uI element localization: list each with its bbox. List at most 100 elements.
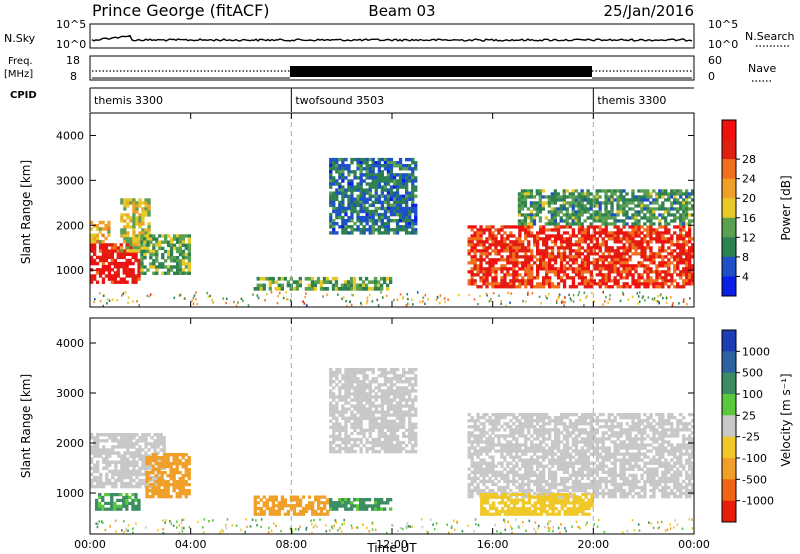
heatmap-cell	[271, 280, 275, 284]
heatmap-speckle	[212, 301, 214, 304]
heatmap-cell	[470, 455, 474, 459]
heatmap-cell	[152, 271, 156, 275]
heatmap-cell	[482, 482, 486, 487]
heatmap-cell	[359, 203, 363, 208]
heatmap-cell	[509, 258, 513, 262]
heatmap-cell	[595, 243, 599, 247]
heatmap-cell	[126, 469, 130, 474]
heatmap-cell	[500, 255, 504, 259]
heatmap-cell	[402, 200, 406, 205]
heatmap-cell	[530, 458, 534, 462]
heatmap-cell	[398, 215, 403, 220]
heatmap-cell	[350, 231, 354, 235]
heatmap-cell	[98, 227, 102, 231]
heatmap-cell	[167, 256, 171, 260]
heatmap-cell	[682, 240, 686, 244]
heatmap-cell	[649, 216, 653, 220]
heatmap-cell	[550, 210, 554, 214]
heatmap-cell	[389, 498, 393, 502]
heatmap-cell	[341, 225, 345, 229]
heatmap-cell	[335, 368, 339, 372]
heatmap-cell	[128, 268, 132, 272]
heatmap-cell	[389, 188, 394, 192]
heatmap-cell	[175, 492, 179, 496]
heatmap-cell	[307, 283, 311, 288]
heatmap-cell	[673, 264, 677, 268]
heatmap-cell	[634, 216, 638, 220]
heatmap-cell	[512, 246, 516, 250]
heatmap-speckle	[655, 300, 658, 303]
heatmap-cell	[268, 280, 272, 284]
heatmap-cell	[530, 416, 534, 420]
heatmap-cell	[123, 469, 127, 474]
heatmap-cell	[571, 198, 575, 202]
heatmap-cell	[658, 276, 662, 280]
heatmap-cell	[111, 433, 115, 437]
heatmap-cell	[96, 469, 100, 474]
heatmap-cell	[117, 445, 121, 449]
heatmap-cell	[392, 392, 397, 396]
heatmap-cell	[598, 264, 602, 268]
heatmap-cell	[172, 477, 176, 481]
heatmap-cell	[604, 258, 608, 262]
heatmap-cell	[556, 446, 561, 450]
heatmap-cell	[601, 189, 605, 193]
heatmap-cell	[108, 469, 112, 474]
heatmap-cell	[548, 234, 552, 238]
heatmap-cell	[105, 463, 109, 467]
heatmap-cell	[565, 243, 570, 247]
heatmap-cell	[145, 477, 149, 481]
heatmap-cell	[488, 243, 492, 247]
heatmap-cell	[126, 457, 130, 461]
heatmap-cell	[634, 252, 638, 256]
heatmap-cell	[676, 225, 680, 229]
heatmap-cell	[408, 212, 412, 217]
heatmap-cell	[526, 189, 531, 193]
heatmap-cell	[286, 280, 290, 284]
heatmap-speckle	[436, 295, 439, 299]
heatmap-cell	[350, 431, 354, 436]
heatmap-cell	[380, 176, 384, 180]
heatmap-cell	[568, 234, 573, 238]
heatmap-cell	[595, 252, 599, 256]
heatmap-cell	[368, 231, 372, 235]
heatmap-cell	[105, 472, 109, 477]
heatmap-speckle	[365, 302, 368, 305]
heatmap-cell	[347, 401, 351, 405]
heatmap-cell	[144, 466, 148, 470]
heatmap-cell	[163, 492, 167, 496]
heatmap-cell	[607, 255, 611, 259]
heatmap-cell	[679, 252, 683, 256]
heatmap-cell	[688, 237, 692, 241]
heatmap-cell	[123, 207, 127, 211]
heatmap-cell	[135, 439, 139, 443]
heatmap-cell	[95, 255, 100, 260]
heatmap-cell	[352, 287, 357, 291]
heatmap-cell	[494, 237, 498, 241]
heatmap-cell	[377, 215, 381, 220]
heatmap-cell	[126, 198, 130, 202]
heatmap-cell	[604, 246, 608, 250]
heatmap-cell	[512, 416, 516, 420]
heatmap-cell	[586, 192, 590, 196]
heatmap-cell	[389, 434, 394, 439]
heatmap-cell	[583, 276, 587, 280]
heatmap-speckle	[102, 294, 105, 297]
heatmap-cell	[386, 389, 391, 393]
heatmap-cell	[344, 164, 348, 168]
heatmap-cell	[509, 440, 513, 444]
heatmap-cell	[392, 368, 397, 372]
heatmap-cell	[151, 492, 155, 496]
heatmap-cell	[545, 237, 549, 241]
heatmap-cell	[476, 443, 480, 447]
heatmap-cell	[497, 249, 501, 253]
heatmap-speckle	[341, 297, 343, 300]
heatmap-cell	[550, 258, 555, 262]
heatmap-cell	[414, 167, 418, 171]
heatmap-cell	[389, 185, 394, 189]
heatmap-cell	[389, 437, 394, 442]
heatmap-cell	[271, 512, 275, 516]
heatmap-cell	[148, 456, 152, 460]
heatmap-cell	[634, 198, 638, 202]
